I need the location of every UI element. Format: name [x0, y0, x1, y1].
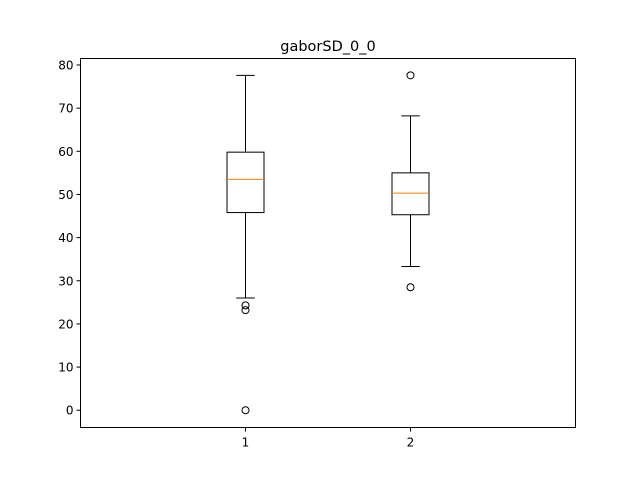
y-tick-label: 40 — [58, 231, 73, 245]
y-tick-label: 80 — [58, 58, 73, 72]
iqr-box — [391, 172, 430, 216]
box-group-1 — [226, 74, 265, 415]
y-tick-label: 50 — [58, 188, 73, 202]
x-tick-label: 2 — [407, 436, 415, 450]
y-tick-label: 70 — [58, 102, 73, 116]
y-tick-label: 60 — [58, 145, 73, 159]
box-group-2 — [391, 71, 430, 292]
iqr-box — [226, 151, 265, 214]
y-tick-label: 30 — [58, 274, 73, 288]
y-tick-label: 0 — [66, 404, 74, 418]
y-axis: 0 10 20 30 40 50 60 70 80 — [58, 58, 81, 418]
outlier-point — [241, 406, 250, 415]
outlier-point — [241, 301, 250, 310]
y-tick-label: 20 — [58, 317, 73, 331]
chart-title: gaborSD_0_0 — [280, 39, 375, 55]
outlier-point — [406, 283, 415, 292]
plot-area — [226, 71, 430, 415]
x-tick-label: 1 — [242, 436, 250, 450]
outlier-point — [406, 71, 415, 80]
axes-frame — [80, 58, 576, 428]
y-tick-label: 10 — [58, 361, 73, 375]
outlier-point — [241, 306, 250, 315]
